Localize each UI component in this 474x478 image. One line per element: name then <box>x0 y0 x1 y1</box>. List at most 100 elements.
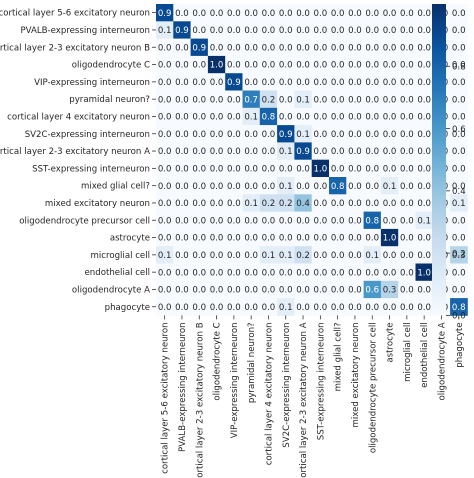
heatmap-cell-r10-c3 <box>207 177 226 195</box>
cell-value-label: 0.1 <box>158 26 172 36</box>
cell-value-label: 0.0 <box>158 61 172 71</box>
heatmap-cell-r13-c1 <box>173 228 191 247</box>
heatmap-cell-r7-c17 <box>450 125 468 143</box>
heatmap-cell-r2-c11 <box>346 38 364 57</box>
heatmap-cell-r8-c17 <box>450 142 468 161</box>
cell-value-label: 0.0 <box>192 251 206 261</box>
heatmap-cell-r16-c9 <box>311 280 330 299</box>
cell-value-label: 1.0 <box>383 234 397 244</box>
cell-value-label: 0.0 <box>279 234 293 244</box>
cell-value-label: 0.0 <box>348 303 362 313</box>
heatmap-cell-r13-c2 <box>190 228 209 247</box>
heatmap-cell-r7-c6 <box>259 125 278 143</box>
heatmap-cell-r15-c0 <box>156 263 174 282</box>
heatmap-cell-r12-c11 <box>346 211 364 230</box>
row-label-endothelial-cell: endothelial cell <box>85 268 151 278</box>
cell-value-label: 0.3 <box>452 251 466 261</box>
cell-value-label: 0.0 <box>158 182 172 192</box>
cell-value-label: 0.0 <box>227 286 241 296</box>
column-label-mixed-excitatory-neuron: mixed excitatory neuron <box>351 322 361 427</box>
heatmap-cell-r14-c7 <box>277 246 295 264</box>
cell-value-label: 0.0 <box>365 113 379 123</box>
heatmap-cell-r3-c0 <box>156 55 174 74</box>
cell-value-label: 0.0 <box>227 268 241 278</box>
heatmap-cell-r4-c9 <box>311 73 330 91</box>
heatmap-cell-r10-c13 <box>380 177 399 195</box>
heatmap-cell-r7-c3 <box>207 125 226 143</box>
heatmap-cell-r5-c7 <box>277 90 295 109</box>
cell-value-label: 0.0 <box>331 234 345 244</box>
cell-value-label: 0.0 <box>417 286 431 296</box>
cell-value-label: 0.0 <box>400 234 414 244</box>
colorbar-tick-label: 0.4 <box>452 187 466 197</box>
heatmap-cell-r13-c13 <box>380 228 399 247</box>
heatmap-cell-r4-c6 <box>259 73 278 91</box>
row-label-mixed-glial-cell: mixed glial cell? <box>81 182 150 192</box>
heatmap-cell-r14-c12 <box>363 246 382 264</box>
heatmap-cell-r17-c8 <box>294 298 313 316</box>
heatmap-cell-r1-c1 <box>173 21 191 39</box>
row-label-sv2c-expressing-interneuron: SV2C-expressing interneuron <box>25 130 150 140</box>
heatmap-cell-r16-c2 <box>190 280 209 299</box>
cell-value-label: 0.0 <box>348 9 362 19</box>
cell-value-label: 0.0 <box>400 78 414 88</box>
cell-value-label: 0.0 <box>227 182 241 192</box>
heatmap-cell-r1-c13 <box>380 21 399 39</box>
cell-value-label: 0.0 <box>452 9 466 19</box>
heatmap-cell-r10-c4 <box>225 177 243 195</box>
heatmap-cell-r15-c6 <box>259 263 278 282</box>
heatmap-cell-r5-c0 <box>156 90 174 109</box>
heatmap-cell-r10-c2 <box>190 177 209 195</box>
cell-value-label: 0.8 <box>331 182 345 192</box>
heatmap-cell-r2-c8 <box>294 38 313 57</box>
cell-value-label: 0.0 <box>158 78 172 88</box>
heatmap-cell-r15-c3 <box>207 263 226 282</box>
column-label-vip-expressing-interneuron: VIP-expressing interneuron <box>230 322 240 438</box>
heatmap-cell-r2-c14 <box>398 38 416 57</box>
row-label-mixed-excitatory-neuron: mixed excitatory neuron <box>45 199 150 209</box>
heatmap-cell-r4-c7 <box>277 73 295 91</box>
heatmap-cell-r15-c1 <box>173 263 191 282</box>
heatmap-cell-r0-c12 <box>363 4 382 22</box>
heatmap-cell-r16-c6 <box>259 280 278 299</box>
heatmap-cell-r4-c3 <box>207 73 226 91</box>
heatmap-cell-r14-c3 <box>207 246 226 264</box>
cell-value-label: 0.0 <box>158 147 172 157</box>
heatmap-cell-r14-c14 <box>398 246 416 264</box>
heatmap-cell-r7-c4 <box>225 125 243 143</box>
cell-value-label: 0.0 <box>331 61 345 71</box>
heatmap-cell-r2-c6 <box>259 38 278 57</box>
cell-value-label: 0.0 <box>244 147 258 157</box>
cell-value-label: 0.0 <box>227 147 241 157</box>
cell-value-label: 0.0 <box>452 216 466 226</box>
cell-value-label: 0.0 <box>192 78 206 88</box>
heatmap-cell-r10-c8 <box>294 177 313 195</box>
cell-value-label: 0.9 <box>175 26 189 36</box>
heatmap-cell-r0-c0 <box>156 4 174 22</box>
cell-value-label: 0.0 <box>400 113 414 123</box>
cell-value-label: 0.0 <box>279 61 293 71</box>
heatmap-cell-r9-c7 <box>277 159 295 178</box>
cell-value-label: 0.9 <box>296 147 310 157</box>
heatmap-cell-r3-c15 <box>415 55 434 74</box>
heatmap-cell-r11-c4 <box>225 194 243 212</box>
heatmap-cell-r15-c17 <box>450 263 468 282</box>
cell-value-label: 0.0 <box>158 303 172 313</box>
heatmap-cell-r1-c8 <box>294 21 313 39</box>
cell-value-label: 0.0 <box>331 199 345 209</box>
heatmap-cell-r1-c5 <box>242 21 261 39</box>
heatmap-cell-r10-c6 <box>259 177 278 195</box>
cell-value-label: 0.0 <box>417 113 431 123</box>
heatmap-cell-r3-c9 <box>311 55 330 74</box>
heatmap-cell-r6-c9 <box>311 107 330 126</box>
heatmap-cell-r11-c12 <box>363 194 382 212</box>
heatmap-cell-r6-c5 <box>242 107 261 126</box>
heatmap-cell-r2-c9 <box>311 38 330 57</box>
row-label-oligodendrocyte-a: oligodendrocyte A <box>72 285 150 295</box>
heatmap-cell-r7-c15 <box>415 125 434 143</box>
heatmap-cell-r7-c13 <box>380 125 399 143</box>
heatmap-cell-r2-c4 <box>225 38 243 57</box>
heatmap-cell-r1-c12 <box>363 21 382 39</box>
heatmap-cell-r9-c13 <box>380 159 399 178</box>
heatmap-cell-r5-c10 <box>329 90 347 109</box>
